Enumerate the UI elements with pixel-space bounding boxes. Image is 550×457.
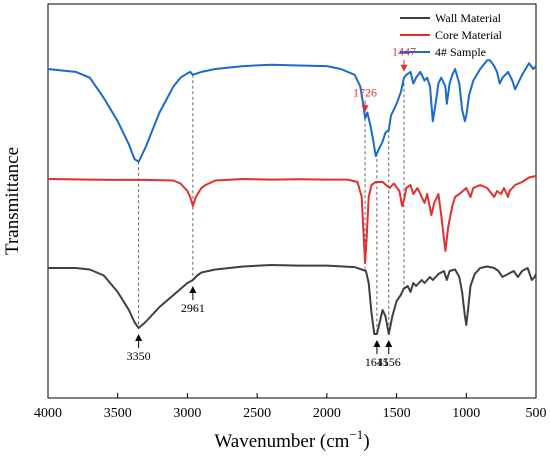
plot-frame: [47, 3, 537, 399]
annotation-label: 2961: [181, 301, 205, 315]
x-tick-label: 4000: [34, 406, 62, 421]
x-tick-label: 2500: [243, 406, 271, 421]
x-tick-label: 2000: [313, 406, 341, 421]
x-tick-label: 1000: [452, 406, 480, 421]
series-line-1: [47, 175, 537, 264]
y-axis-label: Transmittance: [2, 147, 23, 255]
annotation-label: 1556: [377, 355, 401, 369]
annotation-label: 1726: [353, 85, 377, 99]
legend-label: Wall Material: [435, 11, 502, 25]
annotation-arrowhead: [189, 286, 197, 293]
legend: Wall Material Core Material 4# Sample: [400, 11, 503, 59]
annotation-arrowhead: [373, 340, 381, 347]
x-tick-label: 3000: [173, 406, 201, 421]
annotation-label: 3350: [127, 349, 151, 363]
x-tick-label: 1500: [383, 406, 411, 421]
series-layer: [47, 59, 537, 335]
annotation-arrowhead: [135, 334, 143, 341]
x-tick-label: 500: [526, 406, 547, 421]
legend-label: 4# Sample: [435, 45, 486, 59]
annotation-arrowhead: [385, 340, 393, 347]
series-line-0: [48, 264, 537, 335]
x-tick-label: 3500: [104, 406, 132, 421]
x-axis-ticks: 4000 3500 3000 2500 2000 1500 1000 500: [34, 393, 547, 421]
x-axis-label: Wavenumber (cm−1): [214, 427, 369, 452]
legend-label: Core Material: [435, 28, 503, 42]
annotation-arrowhead: [361, 105, 369, 113]
annotation-label: 1641: [365, 355, 389, 369]
annotation-arrowhead: [400, 64, 408, 72]
series-line-2: [47, 59, 537, 163]
